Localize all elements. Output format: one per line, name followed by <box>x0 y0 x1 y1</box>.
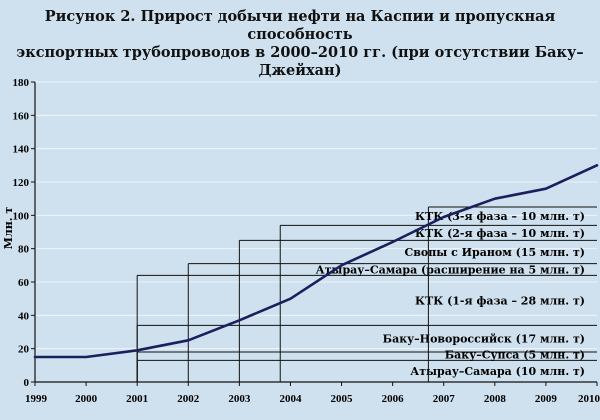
x-tick-label-2002: 2002 <box>177 393 200 405</box>
grid-lines <box>35 81 597 350</box>
x-tick-label-2000: 2000 <box>75 393 98 405</box>
capacity-step-label-4: Атырау–Самара (расширение на 5 млн. т) <box>316 263 585 276</box>
x-axis-ticks: 1999 2000 2001 2002 2003 2004 2005 2006 2007 2008… <box>25 382 600 405</box>
chart-title-line2: экспортных трубопроводов в 2000–2010 гг.… <box>16 44 584 79</box>
capacity-steps: Атырау–Самара (10 млн. т) Баку–Супса (5 м… <box>136 206 597 382</box>
y-tick-label-40: 40 <box>18 310 30 322</box>
x-tick-label-2010: 2010 <box>578 393 600 405</box>
y-tick-label-100: 100 <box>13 210 30 222</box>
x-tick-label-2007: 2007 <box>433 393 456 405</box>
capacity-step-label-5: Свопы с Ираном (15 млн. т) <box>404 246 585 259</box>
y-tick-label-160: 160 <box>13 110 30 122</box>
axes <box>34 82 597 383</box>
x-tick-label-2001: 2001 <box>126 393 148 405</box>
capacity-step-label-0: Атырау–Самара (10 млн. т) <box>410 365 585 378</box>
chart-title: Рисунок 2. Прирост добычи нефти на Каспи… <box>0 8 600 80</box>
x-tick-label-2005: 2005 <box>331 393 354 405</box>
y-axis-label: Млн. т <box>2 207 15 250</box>
x-tick-label-2004: 2004 <box>279 393 302 405</box>
y-tick-label-180: 180 <box>13 77 30 89</box>
y-tick-label-60: 60 <box>18 277 30 289</box>
x-tick-label-2009: 2009 <box>535 393 558 405</box>
y-tick-label-120: 120 <box>13 177 30 189</box>
x-tick-label-1999: 1999 <box>25 393 48 405</box>
capacity-step-label-1: Баку–Супса (5 млн. т) <box>445 348 585 361</box>
capacity-step-label-6: КТК (2-я фаза – 10 млн. т) <box>415 227 585 240</box>
y-axis-ticks: 0 20 40 60 80 100 120 140 160 180 <box>13 77 35 389</box>
y-tick-label-140: 140 <box>13 144 30 156</box>
capacity-step-label-2: Баку–Новороссийск (17 млн. т) <box>383 333 585 346</box>
series-lines <box>33 164 599 359</box>
y-tick-label-0: 0 <box>24 377 30 389</box>
production-line-0 <box>33 164 599 359</box>
x-tick-label-2008: 2008 <box>484 393 507 405</box>
chart-title-line1: Рисунок 2. Прирост добычи нефти на Каспи… <box>44 8 556 43</box>
capacity-step-label-3: КТК (1-я фаза – 28 млн. т) <box>415 294 585 307</box>
y-tick-label-80: 80 <box>18 244 30 256</box>
x-tick-label-2003: 2003 <box>228 393 251 405</box>
capacity-step-label-7: КТК (3-я фаза – 10 млн. т) <box>415 210 585 223</box>
x-tick-label-2006: 2006 <box>382 393 405 405</box>
y-tick-label-20: 20 <box>18 344 30 356</box>
